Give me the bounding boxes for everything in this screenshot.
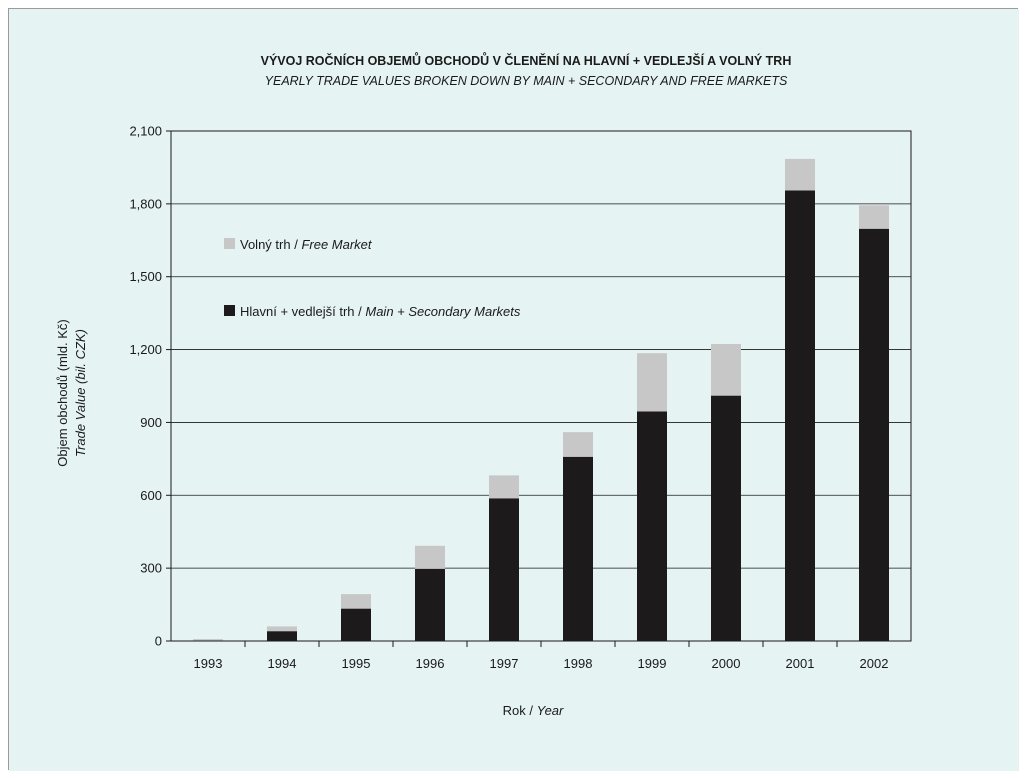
x-tick-label: 1998 <box>564 656 593 671</box>
legend-swatch-free-market <box>224 238 235 249</box>
x-tick-label: 1993 <box>194 656 223 671</box>
legend-free-en: Free Market <box>301 237 372 252</box>
bar-free-market <box>563 432 593 457</box>
x-axis-label-en: Year <box>537 703 564 718</box>
y-tick-label: 1,200 <box>129 342 162 357</box>
bar-free-market <box>859 205 889 229</box>
x-tick-label: 1999 <box>638 656 667 671</box>
legend-main-cz: Hlavní + vedlejší trh / <box>240 304 362 319</box>
chart-title: VÝVOJ ROČNÍCH OBJEMŮ OBCHODŮ V ČLENĚNÍ N… <box>261 52 792 68</box>
bar-main-markets <box>341 608 371 641</box>
bar-main-markets <box>711 395 741 641</box>
bar-main-markets <box>267 631 297 641</box>
y-tick-label: 900 <box>140 415 162 430</box>
x-tick-label: 2001 <box>786 656 815 671</box>
y-tick-label: 1,800 <box>129 196 162 211</box>
legend-free-cz: Volný trh / <box>240 237 298 252</box>
bar-free-market <box>489 475 519 499</box>
bar-main-markets <box>415 568 445 641</box>
legend-main-en: Main + Secondary Markets <box>365 304 520 319</box>
chart-background <box>9 9 1019 771</box>
chart-frame: VÝVOJ ROČNÍCH OBJEMŮ OBCHODŮ V ČLENĚNÍ N… <box>8 8 1019 771</box>
y-tick-label: 0 <box>155 634 162 649</box>
bar-main-markets <box>563 456 593 641</box>
legend: Volný trh / Free Market Hlavní + vedlejš… <box>224 237 521 319</box>
x-tick-label: 2000 <box>712 656 741 671</box>
bar-main-markets <box>785 190 815 641</box>
x-tick-label: 2002 <box>860 656 889 671</box>
y-tick-label: 1,500 <box>129 269 162 284</box>
bar-main-markets <box>489 498 519 641</box>
bars <box>193 158 889 641</box>
x-axis-ticks: 1993 1994 1995 1996 1997 1998 1999 2000 2001 2002 <box>194 641 889 671</box>
x-tick-label: 1996 <box>416 656 445 671</box>
y-axis-ticks: 0 300 600 900 1,200 1,500 1,800 2,100 <box>129 124 171 649</box>
bar-free-market <box>637 353 667 412</box>
x-axis-label: Rok / Year <box>503 703 564 718</box>
x-tick-label: 1997 <box>490 656 519 671</box>
x-tick-label: 1995 <box>342 656 371 671</box>
bar-free-market <box>415 545 445 569</box>
bar-free-market <box>341 594 371 609</box>
legend-swatch-main-markets <box>224 305 235 316</box>
legend-label-free-market: Volný trh / Free Market <box>240 237 373 252</box>
bar-free-market <box>267 626 297 632</box>
y-axis-label: Objem obchodů (mld. Kč) Trade Value (bil… <box>55 319 88 466</box>
x-axis-label-cz: Rok / <box>503 703 534 718</box>
chart-subtitle: YEARLY TRADE VALUES BROKEN DOWN BY MAIN … <box>265 74 788 88</box>
chart: VÝVOJ ROČNÍCH OBJEMŮ OBCHODŮ V ČLENĚNÍ N… <box>9 9 1019 771</box>
bar-free-market <box>711 343 741 396</box>
y-tick-label: 300 <box>140 561 162 576</box>
bar-main-markets <box>637 411 667 641</box>
y-axis-label-en: Trade Value (bil. CZK) <box>73 329 88 457</box>
x-tick-label: 1994 <box>268 656 297 671</box>
bar-main-markets <box>859 228 889 641</box>
y-axis-label-cz: Objem obchodů (mld. Kč) <box>55 319 70 466</box>
legend-label-main-markets: Hlavní + vedlejší trh / Main + Secondary… <box>240 304 521 319</box>
y-tick-label: 2,100 <box>129 124 162 139</box>
bar-free-market <box>785 158 815 191</box>
bar-free-market <box>193 639 223 641</box>
y-tick-label: 600 <box>140 488 162 503</box>
